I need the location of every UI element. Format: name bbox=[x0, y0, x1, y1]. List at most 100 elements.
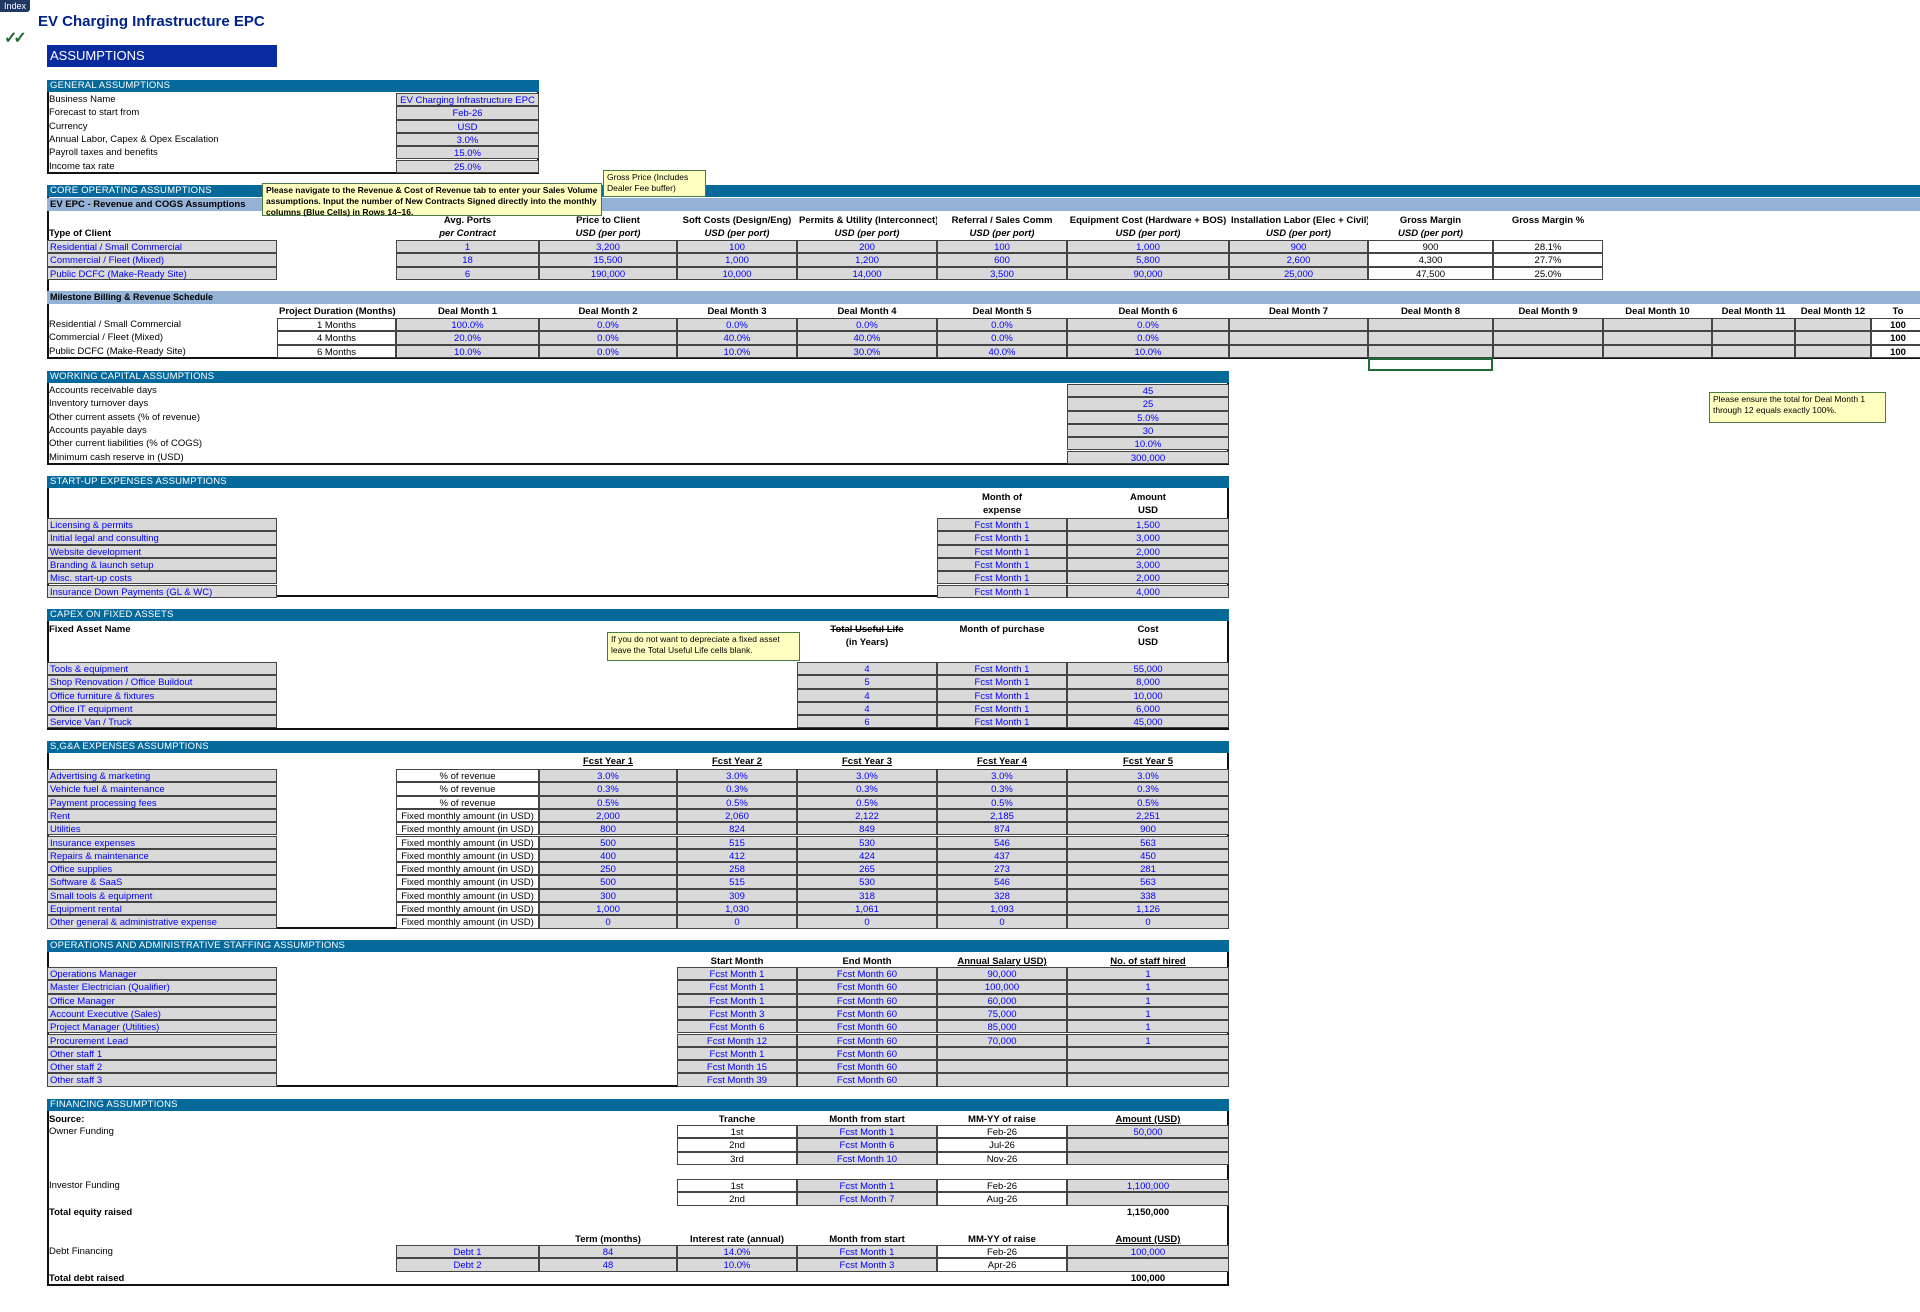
milestone-percent-input[interactable] bbox=[1368, 331, 1493, 345]
milestone-percent-input[interactable] bbox=[1603, 331, 1712, 345]
startup-month-input[interactable]: Fcst Month 1 bbox=[937, 544, 1067, 558]
core-input-cell[interactable]: 100 bbox=[937, 240, 1067, 254]
sga-value-input[interactable]: 2,000 bbox=[539, 808, 677, 823]
milestone-percent-input[interactable]: 100.0% bbox=[396, 318, 539, 332]
core-input-cell[interactable]: 600 bbox=[937, 253, 1067, 267]
milestone-percent-input[interactable]: 0.0% bbox=[797, 318, 937, 332]
milestone-percent-input[interactable]: 10.0% bbox=[396, 344, 539, 358]
startup-amount-input[interactable]: 2,000 bbox=[1067, 544, 1229, 558]
owner-funding-amount-input[interactable] bbox=[1067, 1151, 1229, 1165]
sga-value-input[interactable]: 849 bbox=[797, 822, 937, 836]
sga-expense-name[interactable]: Rent bbox=[47, 808, 277, 823]
sga-value-input[interactable]: 2,122 bbox=[797, 808, 937, 823]
staff-role-name[interactable]: Master Electrician (Qualifier) bbox=[47, 980, 277, 994]
milestone-percent-input[interactable] bbox=[1229, 318, 1368, 332]
sga-value-input[interactable]: 824 bbox=[677, 822, 797, 836]
sga-value-input[interactable]: 515 bbox=[677, 835, 797, 849]
debt-rate-input[interactable]: 10.0% bbox=[677, 1258, 797, 1272]
general-row-input[interactable]: 3.0% bbox=[396, 132, 539, 147]
sga-value-input[interactable]: 530 bbox=[797, 835, 937, 849]
general-row-input[interactable]: USD bbox=[396, 119, 539, 133]
asset-cost-input[interactable]: 45,000 bbox=[1067, 715, 1229, 729]
milestone-percent-input[interactable] bbox=[1493, 331, 1603, 345]
debt-term-input[interactable]: 48 bbox=[539, 1258, 677, 1272]
debt-amount-input[interactable] bbox=[1067, 1258, 1229, 1272]
staff-count-input[interactable]: 1 bbox=[1067, 980, 1229, 994]
sga-value-input[interactable]: 328 bbox=[937, 888, 1067, 902]
milestone-percent-input[interactable]: 30.0% bbox=[797, 344, 937, 358]
sga-value-input[interactable]: 1,061 bbox=[797, 902, 937, 916]
sga-value-input[interactable]: 0 bbox=[937, 915, 1067, 929]
staff-count-input[interactable]: 1 bbox=[1067, 1033, 1229, 1047]
milestone-percent-input[interactable]: 20.0% bbox=[396, 331, 539, 345]
sga-value-input[interactable]: 0.5% bbox=[539, 795, 677, 809]
core-input-cell[interactable]: 2,600 bbox=[1229, 253, 1368, 267]
milestone-percent-input[interactable]: 0.0% bbox=[1067, 331, 1229, 345]
purchase-month-input[interactable]: Fcst Month 1 bbox=[937, 701, 1067, 716]
sga-value-input[interactable]: 1,000 bbox=[539, 902, 677, 916]
debt-name[interactable]: Debt 1 bbox=[396, 1245, 539, 1259]
sga-value-input[interactable]: 300 bbox=[539, 888, 677, 902]
core-input-cell[interactable]: 5,800 bbox=[1067, 253, 1229, 267]
start-month-input[interactable]: Fcst Month 1 bbox=[677, 967, 797, 981]
useful-life-input[interactable]: 6 bbox=[797, 715, 937, 729]
sga-value-input[interactable]: 250 bbox=[539, 862, 677, 876]
end-month-input[interactable]: Fcst Month 60 bbox=[797, 1033, 937, 1047]
working-capital-input[interactable]: 5.0% bbox=[1067, 410, 1229, 424]
working-capital-input[interactable]: 25 bbox=[1067, 397, 1229, 411]
startup-month-input[interactable]: Fcst Month 1 bbox=[937, 584, 1067, 598]
sga-expense-name[interactable]: Other general & administrative expense bbox=[47, 915, 277, 929]
sga-expense-name[interactable]: Repairs & maintenance bbox=[47, 848, 277, 863]
core-input-cell[interactable]: 10,000 bbox=[677, 266, 797, 280]
core-input-cell[interactable]: 3,200 bbox=[539, 240, 677, 254]
staff-role-name[interactable]: Account Executive (Sales) bbox=[47, 1006, 277, 1021]
staff-role-name[interactable]: Project Manager (Utilities) bbox=[47, 1020, 277, 1034]
annual-salary-input[interactable]: 85,000 bbox=[937, 1020, 1067, 1034]
milestone-percent-input[interactable]: 40.0% bbox=[937, 344, 1067, 358]
milestone-percent-input[interactable] bbox=[1493, 318, 1603, 332]
general-row-input[interactable]: Feb-26 bbox=[396, 106, 539, 120]
sga-value-input[interactable]: 563 bbox=[1067, 875, 1229, 889]
staff-role-name[interactable]: Operations Manager bbox=[47, 967, 277, 981]
asset-cost-input[interactable]: 55,000 bbox=[1067, 662, 1229, 676]
debt-name[interactable]: Debt 2 bbox=[396, 1258, 539, 1272]
staff-count-input[interactable]: 1 bbox=[1067, 1006, 1229, 1021]
owner-funding-amount-input[interactable] bbox=[1067, 1138, 1229, 1152]
staff-count-input[interactable]: 1 bbox=[1067, 1020, 1229, 1034]
sga-value-input[interactable]: 3.0% bbox=[1067, 769, 1229, 783]
sga-value-input[interactable]: 515 bbox=[677, 875, 797, 889]
sga-value-input[interactable]: 3.0% bbox=[677, 769, 797, 783]
milestone-percent-input[interactable]: 0.0% bbox=[677, 318, 797, 332]
end-month-input[interactable]: Fcst Month 60 bbox=[797, 967, 937, 981]
sga-expense-name[interactable]: Advertising & marketing bbox=[47, 769, 277, 783]
owner-funding-month-input[interactable]: Fcst Month 10 bbox=[797, 1151, 937, 1165]
start-month-input[interactable]: Fcst Month 1 bbox=[677, 1046, 797, 1061]
core-input-cell[interactable]: 1 bbox=[396, 240, 539, 254]
debt-month-input[interactable]: Fcst Month 3 bbox=[797, 1258, 937, 1272]
purchase-month-input[interactable]: Fcst Month 1 bbox=[937, 688, 1067, 702]
useful-life-input[interactable]: 4 bbox=[797, 662, 937, 676]
useful-life-input[interactable]: 5 bbox=[797, 675, 937, 689]
index-tab-button[interactable]: Index bbox=[0, 0, 30, 12]
sga-value-input[interactable]: 0 bbox=[677, 915, 797, 929]
sga-value-input[interactable]: 0.3% bbox=[677, 782, 797, 796]
start-month-input[interactable]: Fcst Month 39 bbox=[677, 1073, 797, 1087]
startup-expense-name[interactable]: Insurance Down Payments (GL & WC) bbox=[47, 584, 277, 598]
startup-amount-input[interactable]: 2,000 bbox=[1067, 571, 1229, 585]
general-row-input[interactable]: 25.0% bbox=[396, 159, 539, 173]
startup-month-input[interactable]: Fcst Month 1 bbox=[937, 531, 1067, 545]
general-row-input[interactable]: 15.0% bbox=[396, 146, 539, 160]
milestone-percent-input[interactable]: 10.0% bbox=[1067, 344, 1229, 358]
startup-expense-name[interactable]: Branding & launch setup bbox=[47, 557, 277, 572]
sga-value-input[interactable]: 273 bbox=[937, 862, 1067, 876]
milestone-percent-input[interactable]: 0.0% bbox=[937, 318, 1067, 332]
working-capital-input[interactable]: 45 bbox=[1067, 384, 1229, 398]
owner-funding-month-input[interactable]: Fcst Month 1 bbox=[797, 1125, 937, 1139]
sga-value-input[interactable]: 3.0% bbox=[539, 769, 677, 783]
start-month-input[interactable]: Fcst Month 3 bbox=[677, 1006, 797, 1021]
debt-term-input[interactable]: 84 bbox=[539, 1245, 677, 1259]
owner-funding-amount-input[interactable]: 50,000 bbox=[1067, 1125, 1229, 1139]
asset-cost-input[interactable]: 8,000 bbox=[1067, 675, 1229, 689]
sga-value-input[interactable]: 2,185 bbox=[937, 808, 1067, 823]
startup-month-input[interactable]: Fcst Month 1 bbox=[937, 557, 1067, 572]
